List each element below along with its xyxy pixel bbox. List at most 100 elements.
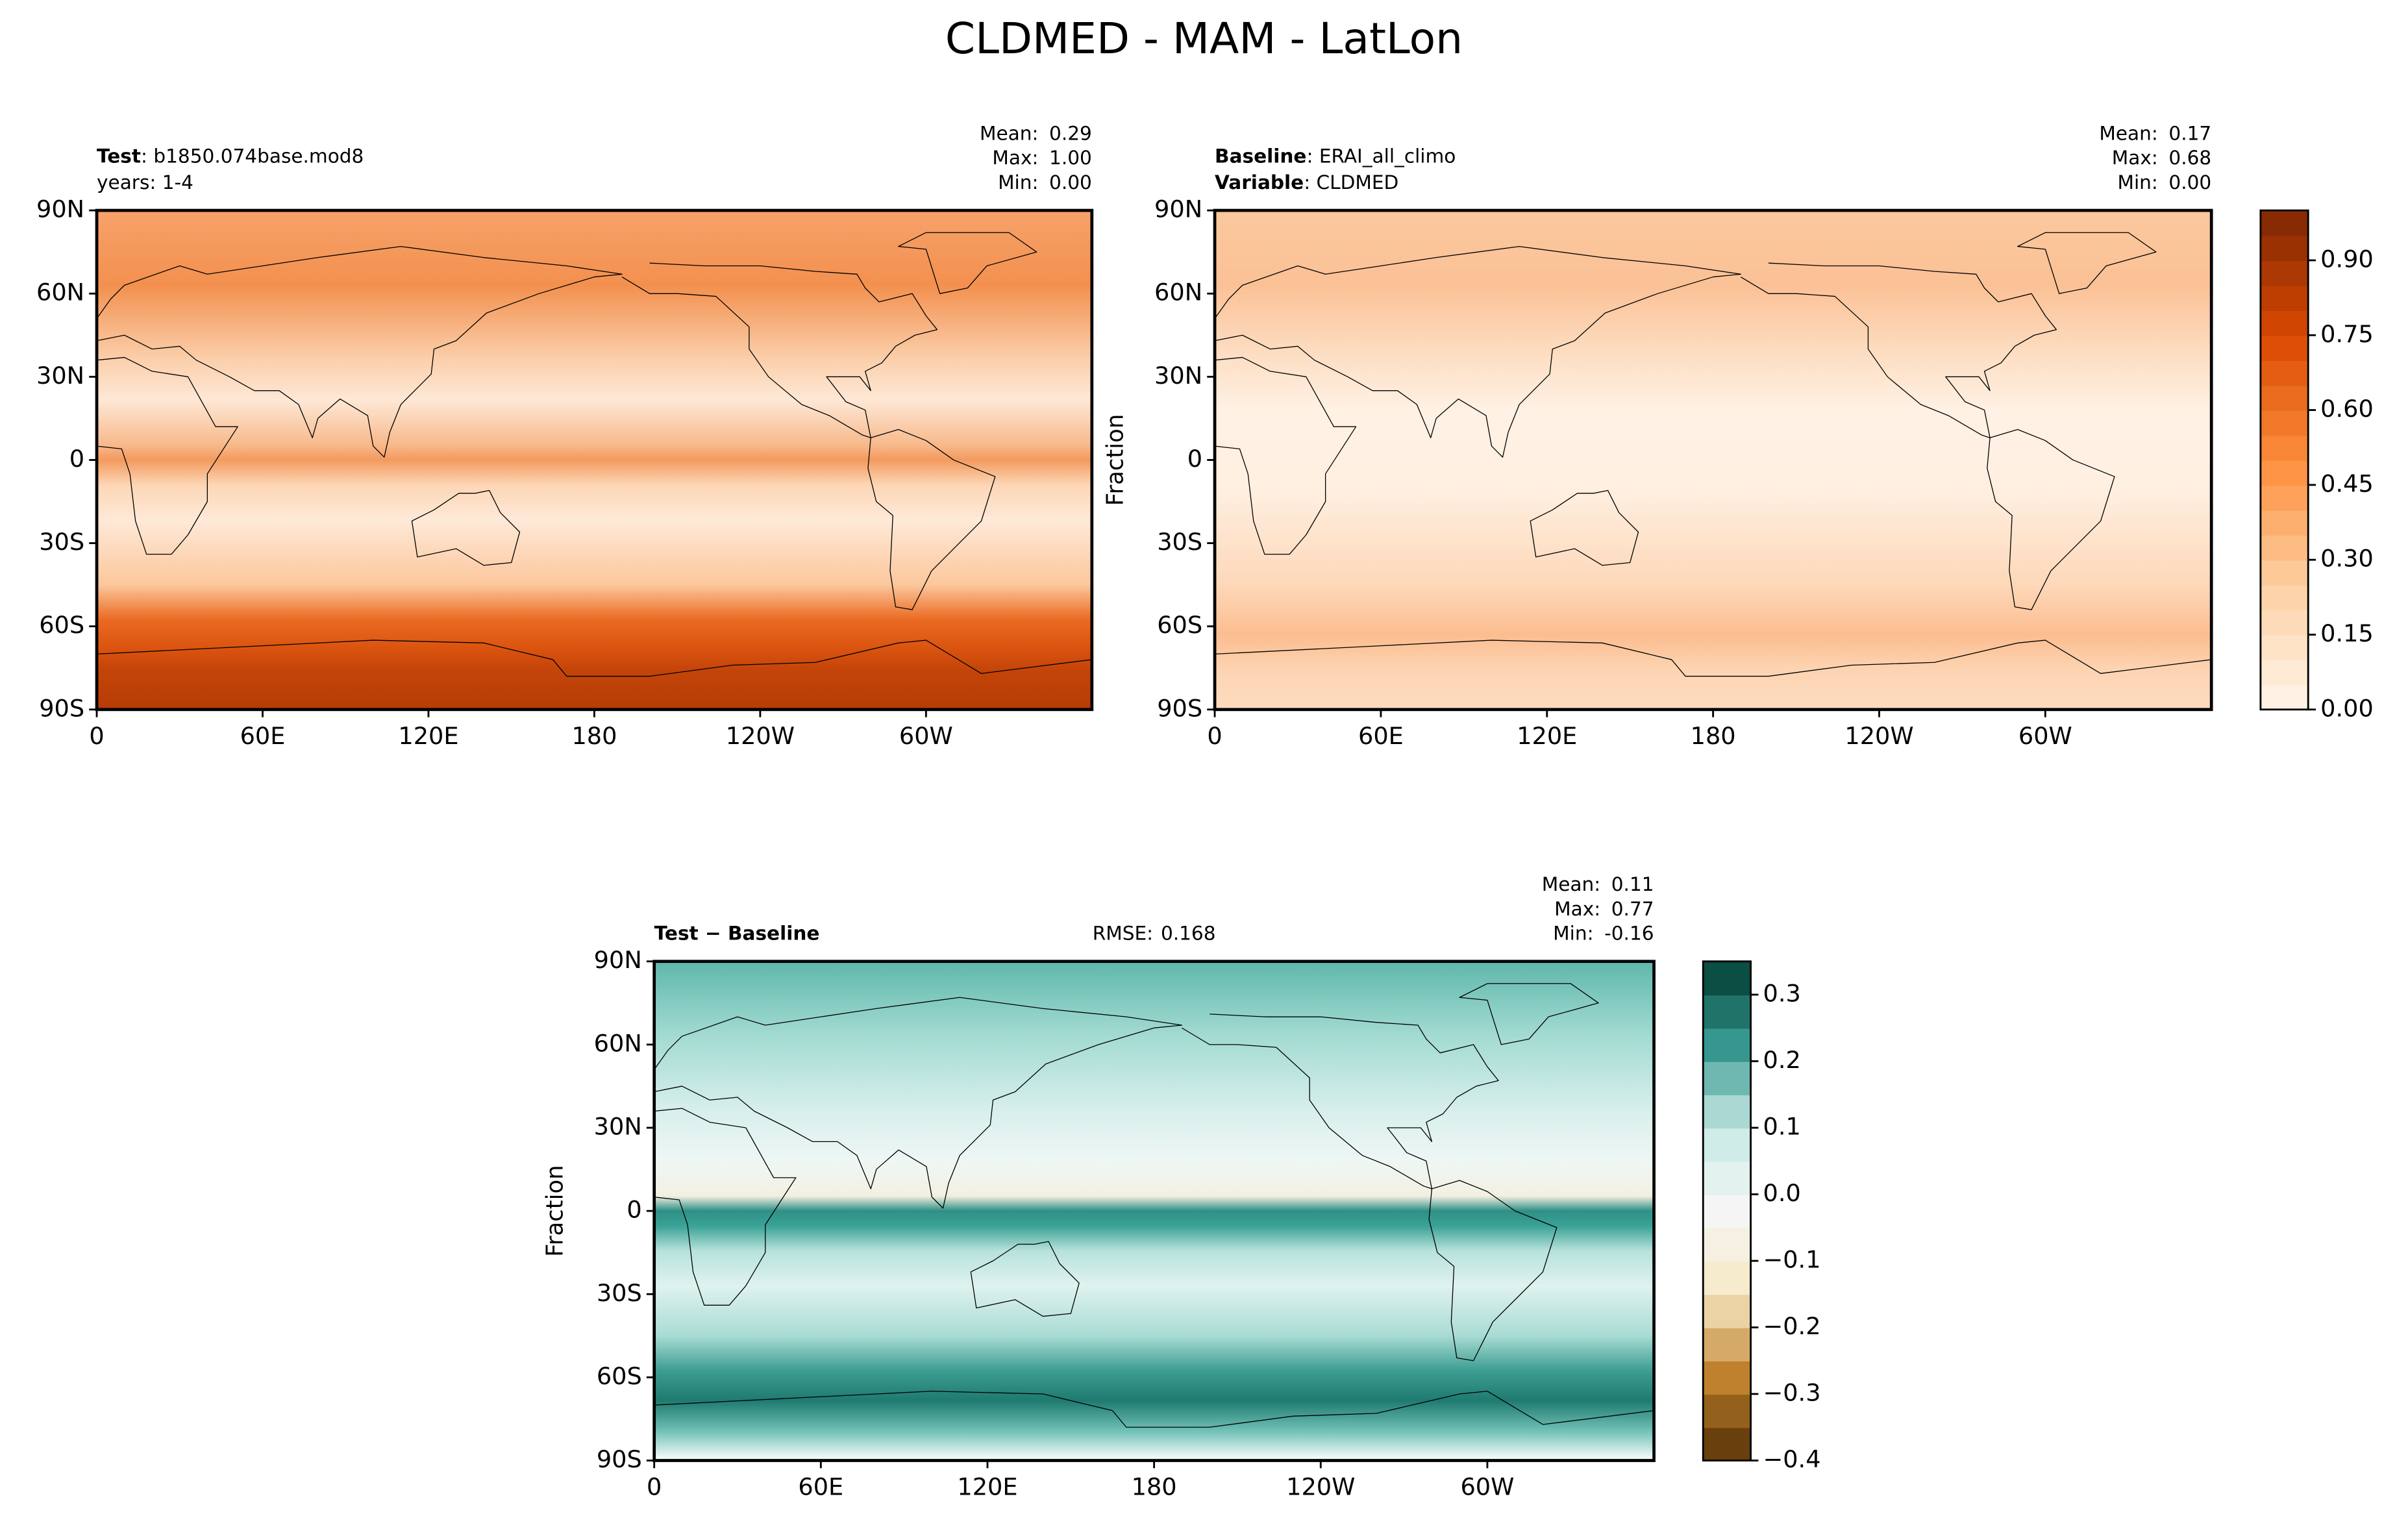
panel-header: years: 1-4 [97,171,193,193]
colorbar-band [1703,1360,1751,1395]
colorbar-band [1703,1260,1751,1295]
stat-name: Mean: [980,122,1038,144]
stat-name: Min: [998,171,1038,193]
colorbar-band [2260,510,2309,536]
stat-name: Mean: [2099,122,2157,144]
colorbar-band [2260,385,2309,411]
header-bold: Baseline [1215,145,1306,168]
colorbar-band [1703,1394,1751,1428]
y-tick-label: 60N [36,279,84,306]
stat-value: -0.16 [1604,923,1654,945]
x-tick-label: 60E [1358,722,1404,750]
y-axis-label: Fraction [1102,414,1129,506]
y-tick-label: 90S [39,694,84,722]
colorbar-band [1703,1227,1751,1262]
x-tick-label: 120W [1286,1473,1355,1501]
x-tick-label: 120W [1844,722,1913,750]
stat-name: Min: [2117,171,2157,193]
colorbar-band [1703,1194,1751,1228]
colorbar-tick-label: 0.60 [2320,395,2374,423]
stat-name: Max: [1554,898,1600,920]
colorbar-tick-label: 0.75 [2320,320,2374,348]
colorbar-band [2260,210,2309,236]
panel-header: Baseline: ERAI_all_climo [1215,145,1456,168]
x-tick-label: 60E [798,1473,843,1501]
y-tick-label: 60S [597,1362,642,1390]
stat-name: Min: [1553,923,1593,945]
colorbar-band [2260,659,2309,686]
colorbar-band [2260,435,2309,461]
x-tick-label: 180 [1691,722,1736,750]
y-tick-label: 30S [1157,528,1202,556]
rmse-value: 0.168 [1161,923,1216,945]
stat-value: 0.68 [2168,147,2211,169]
header-bold: Variable [1215,171,1304,193]
stat-line: Min: 0.00 [998,171,1092,193]
x-tick-label: 180 [1132,1473,1177,1501]
colorbar-tick-label: 0.45 [2320,469,2374,497]
colorbar-band [1703,1028,1751,1062]
stat-line: Max: 0.68 [2112,147,2211,169]
stat-line: Mean: 0.29 [980,122,1092,144]
colorbar-band [2260,360,2309,386]
colorbar-band [2260,235,2309,262]
map-field [654,961,1654,1461]
colorbar-band [1703,1427,1751,1461]
y-tick-label: 60N [594,1029,642,1057]
colorbar-tick-label: −0.1 [1763,1245,1821,1273]
colorbar-band [2260,335,2309,361]
stat-name: Mean: [1542,873,1600,895]
header-text: : CLDMED [1304,171,1398,193]
stat-name: Max: [2112,147,2158,169]
colorbar-band [2260,534,2309,561]
colorbar-band [1703,961,1751,996]
colorbar-band [1703,994,1751,1029]
y-tick-label: 0 [1187,445,1202,473]
colorbar-band [1703,1094,1751,1129]
y-tick-label: 60S [1157,611,1202,639]
stat-line: Max: 0.77 [1554,898,1654,920]
header-text: : ERAI_all_climo [1306,145,1456,168]
colorbar-tick-label: −0.4 [1763,1445,1821,1473]
colorbar-tick-label: −0.2 [1763,1312,1821,1340]
y-tick-label: 30N [1154,362,1202,390]
y-tick-label: 0 [627,1196,641,1224]
y-tick-label: 0 [69,445,84,473]
stat-line: Mean: 0.17 [2099,122,2211,144]
x-tick-label: 120W [726,722,795,750]
y-tick-label: 60N [1154,279,1202,306]
colorbar-frame [2259,209,2309,711]
y-tick-label: 30S [39,528,84,556]
stat-value: 0.11 [1611,873,1654,895]
y-tick-label: 90N [1154,195,1202,223]
header-bold: Test [97,145,141,168]
y-tick-label: 30N [36,362,84,390]
y-tick-label: 90S [1157,694,1202,722]
panel-header: Variable: CLDMED [1215,171,1398,193]
stat-value: 0.17 [2168,122,2211,144]
map-field [1215,210,2212,710]
colorbar-tick-label: 0.90 [2320,245,2374,273]
stat-value: 0.77 [1611,898,1654,920]
colorbar-tick-label: 0.2 [1763,1046,1801,1074]
map-field [97,210,1092,710]
x-tick-label: 60E [240,722,286,750]
rmse: RMSE: 0.168 [1093,923,1216,945]
y-tick-label: 90N [594,946,642,974]
x-tick-label: 60W [1460,1473,1514,1501]
x-tick-label: 60W [2018,722,2072,750]
colorbar-frame [1702,960,1752,1461]
colorbar-band [2260,310,2309,336]
colorbar-band [2260,584,2309,611]
y-tick-label: 60S [39,611,84,639]
stat-line: Min: -0.16 [1553,923,1654,945]
y-tick-label: 30N [594,1112,642,1140]
stat-value: 0.29 [1049,122,1092,144]
colorbar-band [1703,1061,1751,1095]
colorbar-tick-label: 0.0 [1763,1179,1801,1207]
colorbar-band [2260,684,2309,711]
rmse-name: RMSE: [1093,923,1153,945]
stat-line: Mean: 0.11 [1542,873,1654,895]
figure-title: CLDMED - MAM - LatLon [945,14,1463,64]
colorbar-tick-label: −0.3 [1763,1379,1821,1407]
